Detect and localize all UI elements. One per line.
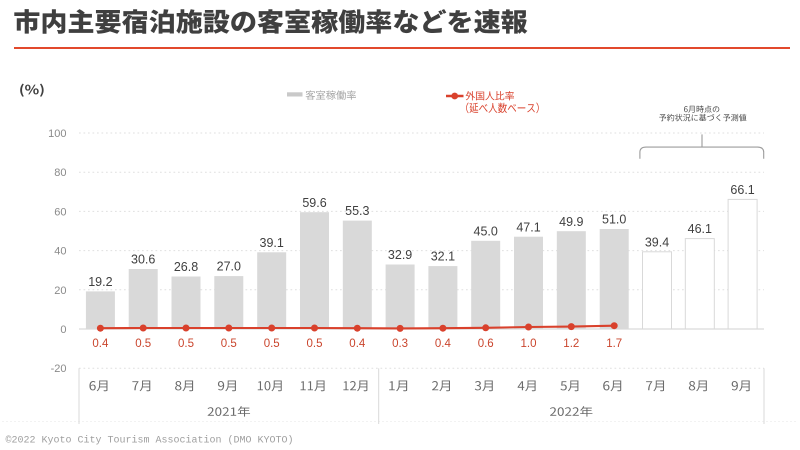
svg-text:46.1: 46.1 (688, 222, 712, 236)
svg-text:0.4: 0.4 (92, 338, 109, 350)
svg-text:0.5: 0.5 (221, 338, 237, 350)
svg-text:26.8: 26.8 (174, 260, 198, 274)
svg-text:80: 80 (54, 167, 66, 179)
svg-text:39.4: 39.4 (645, 235, 669, 249)
svg-text:49.9: 49.9 (559, 215, 583, 229)
svg-text:1.2: 1.2 (563, 338, 579, 350)
svg-text:30.6: 30.6 (131, 253, 155, 267)
svg-text:0.4: 0.4 (435, 338, 452, 350)
svg-text:-20: -20 (51, 363, 67, 375)
svg-text:60: 60 (54, 206, 66, 218)
svg-text:0.3: 0.3 (392, 338, 408, 350)
svg-text:39.1: 39.1 (260, 236, 284, 250)
svg-text:0.5: 0.5 (264, 338, 280, 350)
svg-text:51.0: 51.0 (602, 213, 626, 227)
svg-text:0: 0 (60, 324, 66, 336)
svg-text:19.2: 19.2 (88, 275, 112, 289)
svg-text:47.1: 47.1 (516, 220, 540, 234)
svg-text:0.5: 0.5 (307, 338, 323, 350)
svg-text:32.1: 32.1 (431, 250, 455, 264)
svg-text:©2022 Kyoto City Tourism Assoc: ©2022 Kyoto City Tourism Association (DM… (6, 435, 294, 447)
svg-text:55.3: 55.3 (345, 204, 369, 218)
svg-text:66.1: 66.1 (730, 183, 754, 197)
svg-text:100: 100 (48, 128, 66, 140)
svg-text:0.5: 0.5 (178, 338, 194, 350)
svg-text:0.6: 0.6 (478, 338, 494, 350)
svg-text:0.4: 0.4 (349, 338, 366, 350)
svg-text:1.7: 1.7 (606, 338, 622, 350)
svg-text:40: 40 (54, 246, 66, 258)
svg-text:59.6: 59.6 (302, 196, 326, 210)
svg-text:45.0: 45.0 (474, 224, 498, 238)
svg-text:0.5: 0.5 (135, 338, 151, 350)
svg-text:1.0: 1.0 (521, 338, 537, 350)
svg-text:32.9: 32.9 (388, 248, 412, 262)
svg-text:20: 20 (54, 285, 66, 297)
svg-text:27.0: 27.0 (217, 260, 241, 274)
